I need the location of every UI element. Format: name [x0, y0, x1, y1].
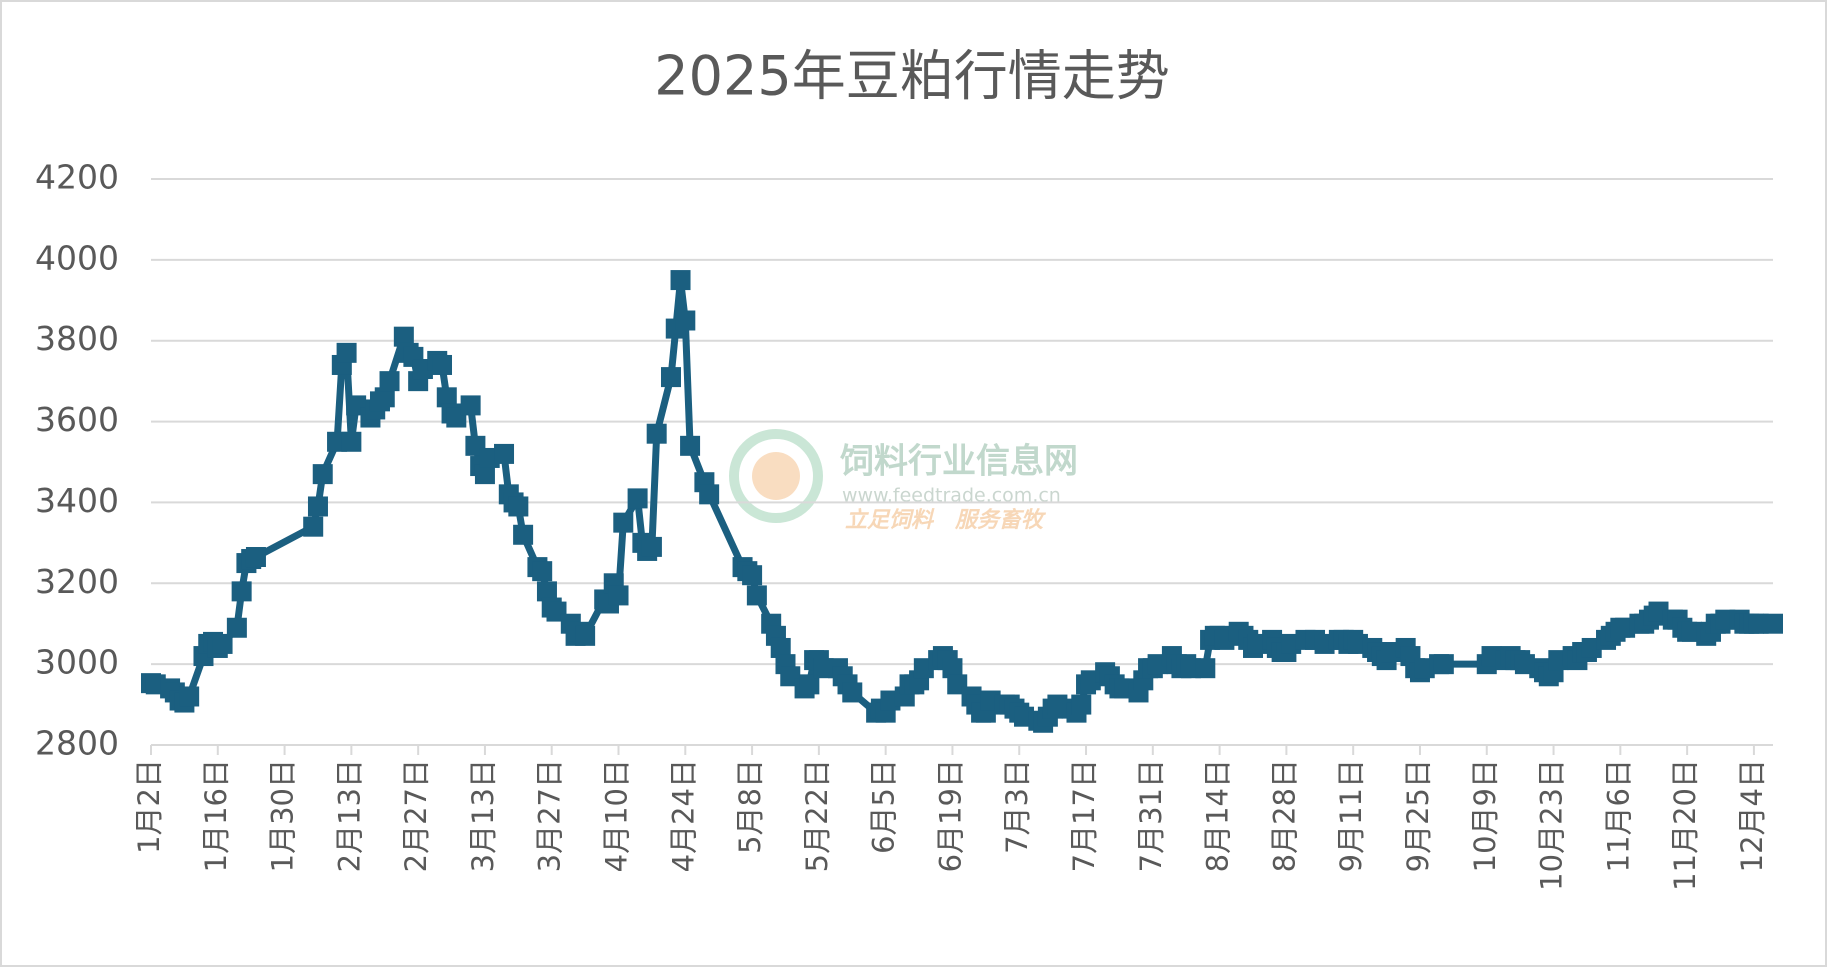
y-tick-label: 3400: [35, 481, 119, 520]
watermark-name: 饲料行业信息网: [840, 442, 1078, 482]
marker: [379, 371, 400, 392]
marker: [312, 464, 333, 485]
x-tick-label: 2月27日: [399, 759, 433, 872]
marker: [536, 581, 557, 602]
y-tick-label: 3600: [35, 400, 119, 439]
marker: [226, 617, 247, 638]
x-tick-label: 9月11日: [1334, 759, 1368, 872]
marker: [341, 431, 362, 452]
marker: [742, 565, 763, 586]
marker: [942, 658, 963, 679]
marker: [1763, 613, 1783, 634]
x-tick-label: 11月6日: [1601, 759, 1635, 872]
marker: [393, 326, 414, 347]
marker: [641, 536, 662, 557]
watermark-logo: [729, 429, 823, 523]
x-tick-label: 8月28日: [1267, 759, 1301, 872]
marker: [508, 496, 529, 517]
marker: [307, 496, 328, 517]
marker: [1195, 658, 1216, 679]
marker: [303, 516, 324, 537]
x-tick-label: 7月31日: [1134, 759, 1168, 872]
x-tick-label: 5月8日: [733, 759, 767, 854]
watermark-slogan: 立足饲料 服务畜牧: [845, 507, 1047, 533]
marker: [646, 423, 667, 444]
marker: [532, 561, 553, 582]
marker: [336, 342, 357, 363]
y-tick-label: 3000: [35, 643, 119, 682]
marker: [613, 512, 634, 533]
x-tick-label: 6月5日: [867, 759, 901, 854]
marker: [680, 435, 701, 456]
x-tick-label: 8月14日: [1201, 759, 1235, 872]
marker: [799, 674, 820, 695]
marker: [494, 443, 515, 464]
marker: [746, 585, 767, 606]
marker: [1071, 694, 1092, 715]
marker: [374, 387, 395, 408]
x-tick-label: 9月25日: [1401, 759, 1435, 872]
marker: [179, 686, 200, 707]
y-tick-label: 3200: [35, 562, 119, 601]
x-tick-label: 4月10日: [600, 759, 634, 872]
marker: [474, 464, 495, 485]
y-tick-label: 2800: [35, 724, 119, 763]
watermark: 饲料行业信息网 www.feedtrade.com.cn 立足饲料 服务畜牧: [729, 429, 1078, 533]
y-tick-label: 3800: [35, 319, 119, 358]
marker: [1433, 654, 1454, 675]
x-tick-label: 5月22日: [800, 759, 834, 872]
marker: [245, 547, 266, 568]
y-tick-label: 4200: [35, 158, 119, 197]
x-tick-label: 6月19日: [933, 759, 967, 872]
x-tick-label: 1月30日: [266, 759, 300, 872]
marker: [575, 625, 596, 646]
x-tick-label: 7月17日: [1067, 759, 1101, 872]
x-tick-label: 10月9日: [1468, 759, 1502, 872]
chart-title: 2025年豆粕行情走势: [654, 45, 1169, 108]
marker: [660, 367, 681, 388]
watermark-url: www.feedtrade.com.cn: [842, 485, 1061, 507]
x-tick-label: 1月2日: [132, 759, 166, 854]
x-tick-label: 2月13日: [332, 759, 366, 872]
y-tick-label: 4000: [35, 238, 119, 277]
marker: [436, 387, 457, 408]
x-tick-label: 11月20日: [1668, 759, 1702, 891]
x-tick-label: 3月13日: [466, 759, 500, 872]
marker: [670, 270, 691, 291]
marker: [699, 484, 720, 505]
x-tick-label: 12月4日: [1735, 759, 1769, 872]
x-tick-label: 3月27日: [533, 759, 567, 872]
marker: [770, 637, 791, 658]
marker: [231, 581, 252, 602]
marker: [608, 585, 629, 606]
markers: [141, 270, 1783, 733]
x-tick-label: 4月24日: [666, 759, 700, 872]
marker: [212, 633, 233, 654]
marker: [460, 395, 481, 416]
marker: [842, 682, 863, 703]
x-tick-label: 7月3日: [1000, 759, 1034, 854]
x-tick-label: 1月16日: [199, 759, 233, 872]
marker: [675, 310, 696, 331]
x-tick-label: 10月23日: [1535, 759, 1569, 891]
marker: [513, 524, 534, 545]
watermark-logo-core: [752, 452, 800, 500]
marker: [432, 354, 453, 375]
marker: [627, 488, 648, 509]
